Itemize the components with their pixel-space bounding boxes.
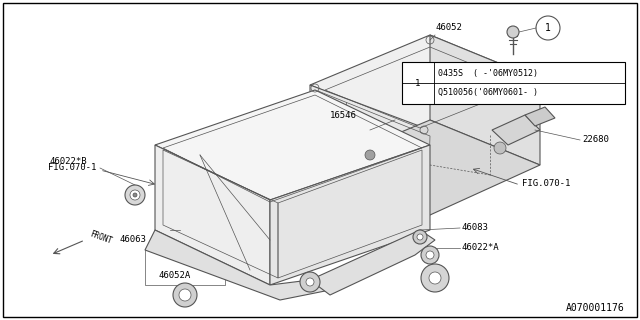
- Polygon shape: [155, 90, 430, 200]
- Text: 46052A: 46052A: [159, 270, 191, 279]
- Polygon shape: [310, 85, 430, 215]
- Text: 46052: 46052: [435, 23, 462, 33]
- Circle shape: [365, 150, 375, 160]
- Text: FRONT: FRONT: [88, 230, 113, 246]
- Text: 1: 1: [545, 23, 551, 33]
- Ellipse shape: [341, 118, 399, 191]
- Circle shape: [494, 142, 506, 154]
- Bar: [145, 250, 225, 285]
- Polygon shape: [310, 230, 435, 295]
- Polygon shape: [310, 120, 540, 215]
- Circle shape: [413, 230, 427, 244]
- Polygon shape: [492, 115, 540, 145]
- Polygon shape: [310, 35, 540, 130]
- Text: 1: 1: [415, 79, 420, 88]
- Circle shape: [179, 289, 191, 301]
- Polygon shape: [270, 145, 430, 285]
- Circle shape: [426, 251, 434, 259]
- Text: 46022*B: 46022*B: [50, 157, 88, 166]
- Bar: [402, 62, 625, 104]
- Circle shape: [421, 246, 439, 264]
- Circle shape: [417, 234, 423, 240]
- Circle shape: [125, 185, 145, 205]
- Text: FIG.070-1: FIG.070-1: [48, 163, 97, 172]
- Circle shape: [507, 26, 519, 38]
- Circle shape: [421, 264, 449, 292]
- Text: 0435S  ( -'06MY0512): 0435S ( -'06MY0512): [438, 69, 538, 78]
- Text: Q510056('06MY0601- ): Q510056('06MY0601- ): [438, 88, 538, 97]
- Polygon shape: [430, 35, 540, 165]
- Text: FIG.070-1: FIG.070-1: [522, 179, 570, 188]
- Circle shape: [429, 272, 441, 284]
- Circle shape: [300, 272, 320, 292]
- Polygon shape: [145, 230, 330, 300]
- Polygon shape: [525, 107, 555, 126]
- Polygon shape: [155, 145, 270, 285]
- Circle shape: [133, 193, 137, 197]
- Circle shape: [173, 283, 197, 307]
- Ellipse shape: [351, 131, 388, 179]
- Text: 46063: 46063: [120, 236, 147, 244]
- Text: 16546: 16546: [330, 110, 357, 119]
- Circle shape: [306, 278, 314, 286]
- Text: 46022*A: 46022*A: [462, 244, 500, 252]
- Text: A070001176: A070001176: [566, 303, 625, 313]
- Circle shape: [130, 190, 140, 200]
- Text: 46083: 46083: [462, 223, 489, 233]
- Text: 22680: 22680: [582, 135, 609, 145]
